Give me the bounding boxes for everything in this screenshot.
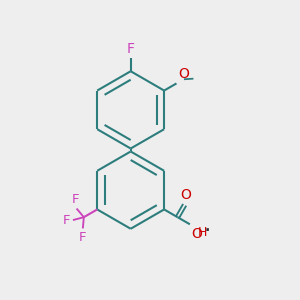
Text: O: O <box>181 188 192 203</box>
Text: F: F <box>62 214 70 226</box>
Text: F: F <box>127 42 135 56</box>
Text: O: O <box>178 67 189 81</box>
Text: F: F <box>79 231 87 244</box>
Text: ·: · <box>204 224 209 238</box>
Text: F: F <box>71 193 79 206</box>
Text: O: O <box>191 227 202 241</box>
Text: H: H <box>198 226 208 239</box>
